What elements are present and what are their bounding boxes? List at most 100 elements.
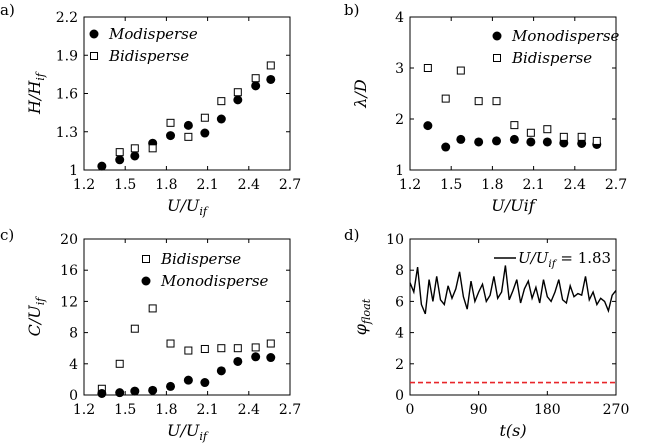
data-point	[217, 344, 226, 353]
data-point	[492, 97, 501, 106]
data-point	[216, 366, 226, 376]
legend-label: Monodisperse	[511, 27, 620, 45]
data-point	[266, 353, 276, 363]
axes-box	[409, 16, 617, 171]
data-point	[492, 136, 502, 146]
data-point	[130, 144, 139, 153]
y-tick-label: 0	[69, 388, 78, 404]
data-point	[233, 95, 243, 105]
legend-marker	[142, 255, 150, 263]
y-tick-label: 1.9	[56, 48, 78, 64]
y-tick-label: 16	[60, 263, 78, 279]
data-point	[233, 356, 243, 366]
data-point	[148, 385, 158, 395]
legend-label: Modisperse	[108, 25, 198, 43]
panel-label: d)	[344, 226, 359, 244]
data-point	[456, 66, 465, 75]
data-point	[423, 121, 433, 131]
data-point	[115, 388, 125, 398]
data-point	[592, 136, 601, 145]
series-line	[409, 265, 617, 315]
x-tick-label: 2.1	[522, 177, 544, 193]
legend-marker	[141, 276, 151, 286]
x-tick-label: 2.1	[196, 402, 218, 418]
x-tick-label: 1.8	[155, 402, 177, 418]
y-tick-label: 8	[395, 263, 404, 279]
x-axis-label: U/Uif	[491, 196, 537, 215]
x-tick-label: 2.7	[605, 177, 627, 193]
x-axis-label: t(s)	[499, 421, 526, 440]
data-point	[200, 378, 210, 388]
legend-marker	[493, 54, 501, 62]
data-point	[266, 339, 275, 348]
x-tick-label: 1.2	[73, 177, 95, 193]
legend-label: Bidisperse	[511, 49, 592, 67]
x-axis-label: U/Uif	[167, 196, 209, 218]
data-point	[183, 375, 193, 385]
panel-label: b)	[344, 1, 359, 19]
y-tick-label: 6	[395, 294, 404, 310]
axes-box	[83, 238, 291, 396]
data-point	[166, 131, 176, 141]
x-tick-label: 1.2	[399, 177, 421, 193]
y-tick-label: 1	[69, 163, 78, 179]
y-axis-label: φfloat	[351, 298, 373, 335]
data-point	[148, 304, 157, 313]
data-point	[509, 134, 519, 144]
data-point	[97, 161, 107, 171]
data-point	[130, 386, 140, 396]
data-point	[166, 118, 175, 127]
x-tick-label: 1.5	[440, 177, 462, 193]
x-tick-label: 270	[603, 402, 630, 418]
data-point	[217, 97, 226, 106]
legend-label: Bidisperse	[160, 250, 241, 268]
data-point	[200, 344, 209, 353]
y-tick-label: 20	[60, 232, 78, 248]
x-axis-label: U/Uif	[167, 421, 209, 443]
data-point	[266, 74, 276, 84]
data-point	[456, 134, 466, 144]
legend-marker	[492, 31, 502, 41]
data-point	[577, 132, 586, 141]
data-point	[97, 388, 107, 398]
x-tick-label: 180	[534, 402, 561, 418]
y-axis-label: λ/D	[351, 79, 370, 109]
y-tick-label: 4	[395, 10, 404, 26]
data-point	[251, 352, 261, 362]
data-point	[233, 344, 242, 353]
y-tick-label: 1	[395, 163, 404, 179]
data-point	[474, 137, 484, 147]
data-point	[183, 120, 193, 130]
data-point	[216, 114, 226, 124]
data-point	[526, 137, 536, 147]
data-point	[200, 113, 209, 122]
x-tick-label: 2.4	[238, 402, 260, 418]
panel-c: c) 1.2 1.5 1.8 2.1 2.4 2.7 0 4 8 12 16 20 U/Uif C/Uif B…	[0, 226, 301, 443]
x-tick-label: 2.4	[564, 177, 586, 193]
data-point	[543, 125, 552, 134]
panel-label: a)	[0, 1, 15, 19]
y-tick-label: 2.2	[56, 10, 78, 26]
y-axis-label: H/Hif	[25, 71, 47, 115]
panel-d: d) 0 90 180 270 0 2 4 6 8 10 t(s) φfloat U/Uif = 1.83	[344, 226, 629, 440]
data-point	[130, 324, 139, 333]
x-tick-label: 0	[406, 402, 415, 418]
x-tick-label: 1.5	[114, 402, 136, 418]
data-point	[441, 142, 451, 152]
data-point	[233, 88, 242, 97]
data-point	[184, 346, 193, 355]
x-tick-label: 2.7	[279, 402, 301, 418]
data-point	[200, 128, 210, 138]
data-point	[474, 97, 483, 106]
data-point	[166, 339, 175, 348]
data-point	[166, 381, 176, 391]
y-axis-label: C/Uif	[25, 296, 47, 337]
data-point	[266, 61, 275, 70]
y-tick-label: 4	[395, 326, 404, 342]
y-tick-label: 10	[386, 232, 404, 248]
legend-marker	[89, 29, 99, 39]
data-point	[559, 132, 568, 141]
data-point	[423, 64, 432, 72]
panel-b: b) 1.2 1.5 1.8 2.1 2.4 2.7 1 2 3 4 U/Uif λ/D Monodisp…	[344, 1, 627, 215]
x-tick-label: 1.8	[155, 177, 177, 193]
